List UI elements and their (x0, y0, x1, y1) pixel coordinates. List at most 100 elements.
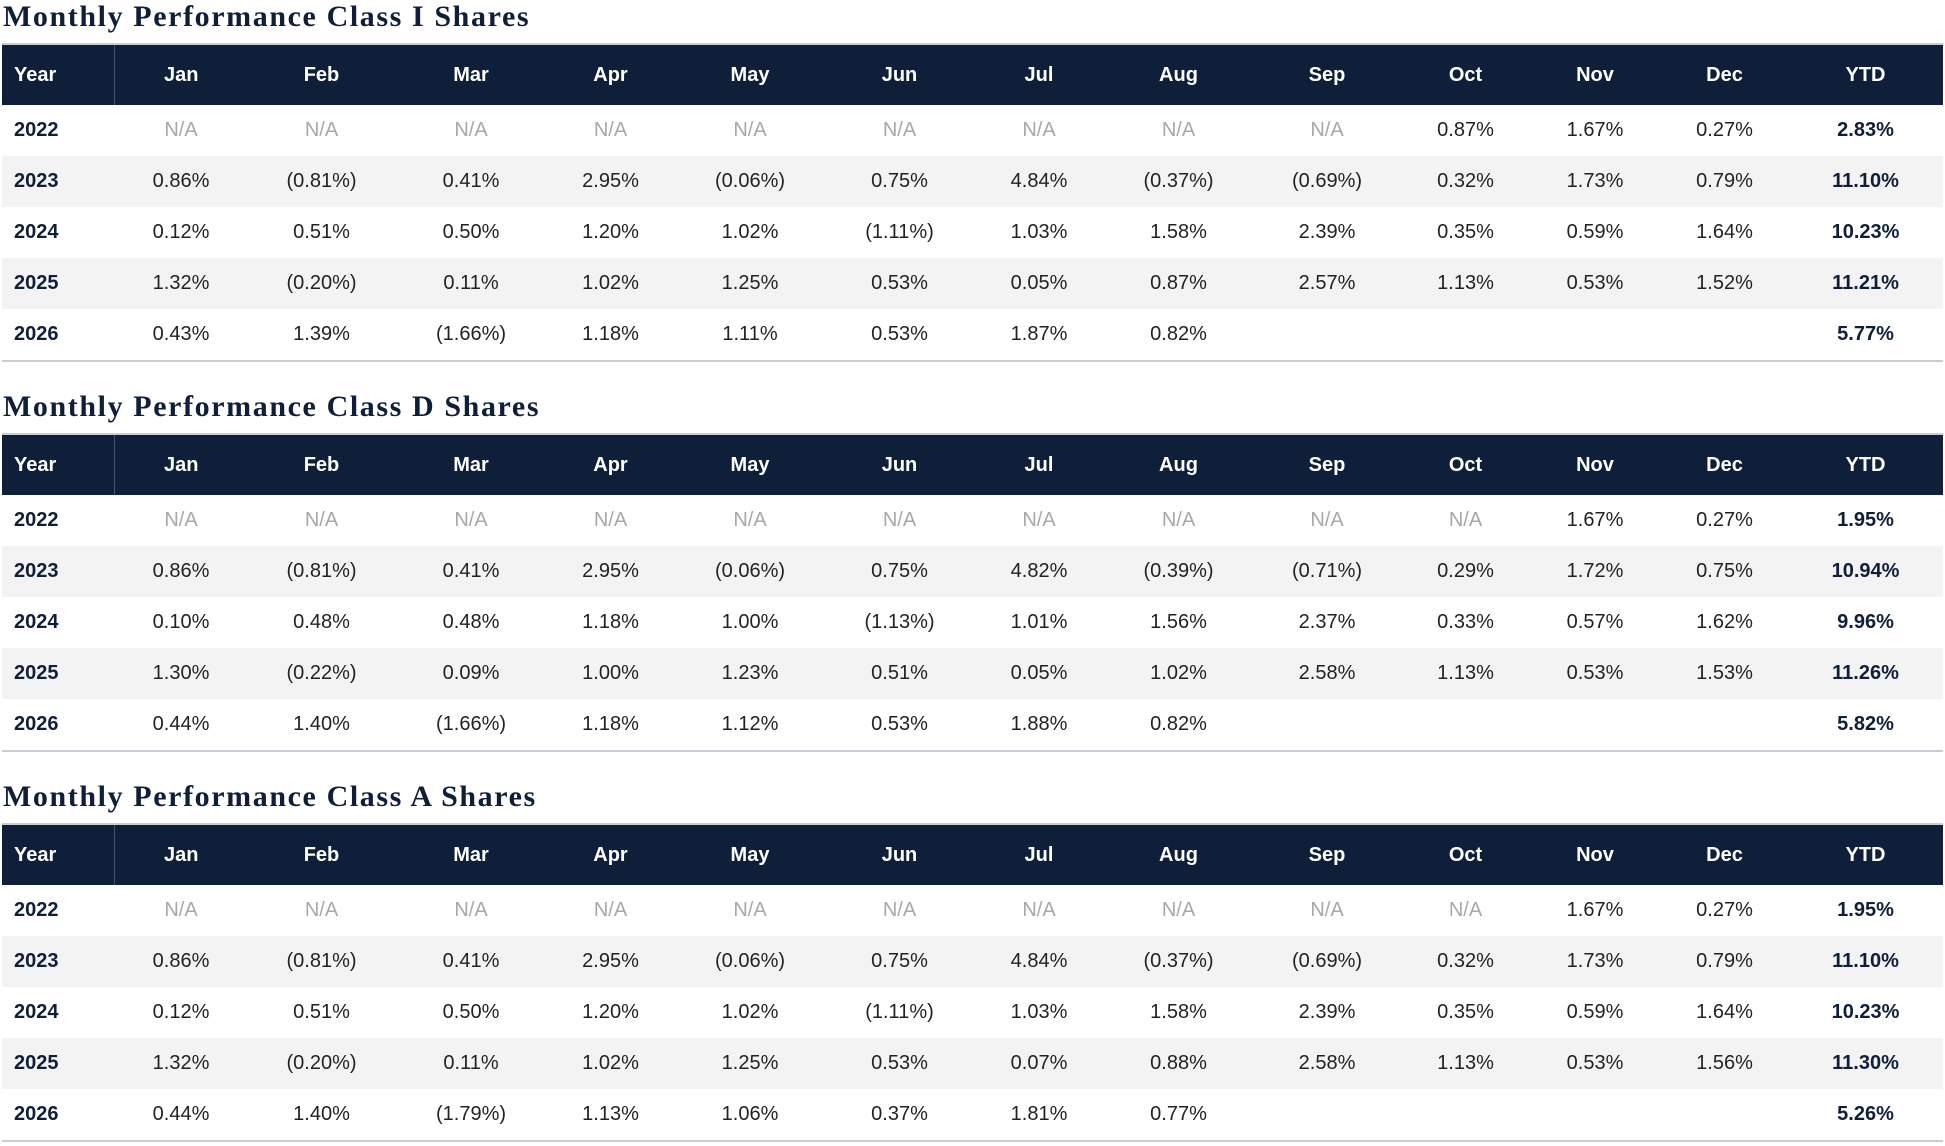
month-cell-may: N/A (733, 119, 767, 141)
month-cell-nov (1529, 699, 1661, 751)
month-cell-oct: 0.35% (1437, 221, 1494, 243)
month-cell-jul: 1.88% (1010, 713, 1068, 735)
month-cell-mar: (1.79%) (435, 1103, 507, 1125)
month-cell-jan: 0.86% (152, 170, 210, 192)
month-cell-jan: N/A (164, 509, 198, 531)
column-header-ytd: YTD (1845, 843, 1886, 866)
month-cell-feb: N/A (304, 509, 339, 531)
column-header-jun: Jun (881, 63, 918, 86)
month-cell-dec: 0.27% (1696, 899, 1753, 921)
month-cell-aug: (0.39%) (1143, 560, 1214, 582)
month-cell-jul: 4.82% (1010, 560, 1068, 582)
month-cell-may: (0.06%) (714, 560, 786, 582)
month-cell-oct: N/A (1448, 899, 1483, 921)
column-header-sep: Sep (1308, 453, 1346, 476)
column-header-mar: Mar (453, 63, 489, 86)
ytd-cell: 11.10% (1832, 950, 1899, 972)
month-cell-apr: 1.18% (582, 611, 639, 633)
month-cell-may: 1.02% (721, 1001, 779, 1023)
month-cell-sep: 2.58% (1298, 662, 1356, 684)
month-cell-jun: 0.75% (871, 950, 928, 972)
column-header-jun: Jun (881, 843, 918, 866)
month-cell-dec (1661, 699, 1788, 751)
ytd-cell: 11.30% (1832, 1052, 1899, 1074)
month-cell-jul: 4.84% (1010, 950, 1068, 972)
month-cell-jan: 0.44% (152, 1103, 210, 1125)
month-cell-jan: 0.12% (152, 221, 210, 243)
month-cell-aug: 0.77% (1150, 1103, 1207, 1125)
month-cell-mar: 0.41% (442, 950, 500, 972)
year-cell: 2024 (14, 611, 59, 633)
performance-table: Year Jan Feb Mar Apr May Jun Jul Aug Sep Oct Nov Dec… (2, 433, 1943, 752)
month-cell-jan: 1.32% (152, 272, 210, 294)
column-header-jul: Jul (1024, 453, 1054, 476)
month-cell-dec: 0.79% (1696, 950, 1753, 972)
header-row: Year Jan Feb Mar Apr May Jun Jul Aug Sep Oct Nov Dec… (2, 824, 1943, 885)
year-cell: 2026 (14, 713, 59, 735)
month-cell-oct (1402, 699, 1529, 751)
month-cell-apr: 1.02% (582, 1052, 639, 1074)
month-cell-sep: 2.57% (1298, 272, 1356, 294)
ytd-cell: 5.26% (1837, 1103, 1894, 1125)
year-cell: 2023 (14, 950, 59, 972)
month-cell-dec (1661, 309, 1788, 361)
month-cell-jan: 0.43% (152, 323, 210, 345)
month-cell-aug: 0.82% (1150, 713, 1207, 735)
month-cell-may: (0.06%) (714, 950, 786, 972)
month-cell-oct: 1.13% (1437, 1052, 1494, 1074)
column-header-nov: Nov (1576, 453, 1614, 476)
column-header-oct: Oct (1448, 63, 1483, 86)
month-cell-jun: 0.37% (871, 1103, 928, 1125)
table-row: 2025 1.32% (0.20%) 0.11% 1.02% 1.25% 0.53% 0.05… (2, 258, 1943, 309)
month-cell-nov (1529, 309, 1661, 361)
month-cell-nov: 1.73% (1566, 170, 1624, 192)
month-cell-sep: 2.37% (1298, 611, 1356, 633)
column-header-feb: Feb (303, 843, 340, 866)
month-cell-feb: N/A (304, 899, 339, 921)
month-cell-nov: 1.72% (1566, 560, 1624, 582)
month-cell-mar: 0.11% (443, 1052, 499, 1074)
table-body: 2022 N/A N/A N/A N/A N/A N/A N/A N/A N/A N/A 1.67% 0… (2, 885, 1943, 1141)
month-cell-jun: (1.11%) (865, 1001, 934, 1023)
month-cell-oct: 0.32% (1437, 950, 1494, 972)
month-cell-jun: (1.13%) (864, 611, 935, 633)
month-cell-jul: 1.01% (1010, 611, 1068, 633)
month-cell-oct (1402, 1089, 1529, 1141)
table-row: 2022 N/A N/A N/A N/A N/A N/A N/A N/A N/A N/A 1.67% 0… (2, 495, 1943, 546)
month-cell-sep: (0.71%) (1291, 560, 1363, 582)
column-header-apr: Apr (593, 843, 628, 866)
column-header-jul: Jul (1024, 843, 1054, 866)
month-cell-aug: 0.87% (1150, 272, 1207, 294)
month-cell-oct: N/A (1448, 509, 1483, 531)
month-cell-dec: 1.56% (1696, 1052, 1753, 1074)
month-cell-feb: (0.20%) (286, 1052, 357, 1074)
column-header-jan: Jan (164, 63, 199, 86)
month-cell-mar: N/A (454, 119, 488, 141)
month-cell-aug: (0.37%) (1143, 170, 1214, 192)
month-cell-jul: 4.84% (1010, 170, 1068, 192)
month-cell-sep: 2.58% (1298, 1052, 1356, 1074)
month-cell-may: 1.02% (721, 221, 779, 243)
table-row: 2025 1.32% (0.20%) 0.11% 1.02% 1.25% 0.53% 0.07… (2, 1038, 1943, 1089)
month-cell-aug: N/A (1161, 509, 1196, 531)
month-cell-feb: (0.81%) (286, 950, 357, 972)
month-cell-dec (1661, 1089, 1788, 1141)
month-cell-nov: 0.53% (1566, 1052, 1624, 1074)
column-header-mar: Mar (453, 843, 489, 866)
year-cell: 2024 (14, 1001, 59, 1023)
month-cell-jan: 1.32% (152, 1052, 210, 1074)
column-header-feb: Feb (303, 63, 340, 86)
month-cell-may: 1.25% (721, 1052, 779, 1074)
month-cell-dec: 0.75% (1696, 560, 1753, 582)
month-cell-aug: 0.82% (1150, 323, 1207, 345)
year-cell: 2026 (14, 1103, 59, 1125)
year-cell: 2022 (14, 509, 59, 531)
column-header-aug: Aug (1159, 63, 1198, 86)
ytd-cell: 5.77% (1837, 323, 1894, 345)
month-cell-may: N/A (733, 509, 767, 531)
month-cell-jul: 1.81% (1010, 1103, 1068, 1125)
month-cell-feb: 1.40% (293, 1103, 350, 1125)
month-cell-dec: 1.64% (1696, 1001, 1753, 1023)
column-header-sep: Sep (1308, 843, 1346, 866)
month-cell-nov: 0.53% (1566, 272, 1624, 294)
